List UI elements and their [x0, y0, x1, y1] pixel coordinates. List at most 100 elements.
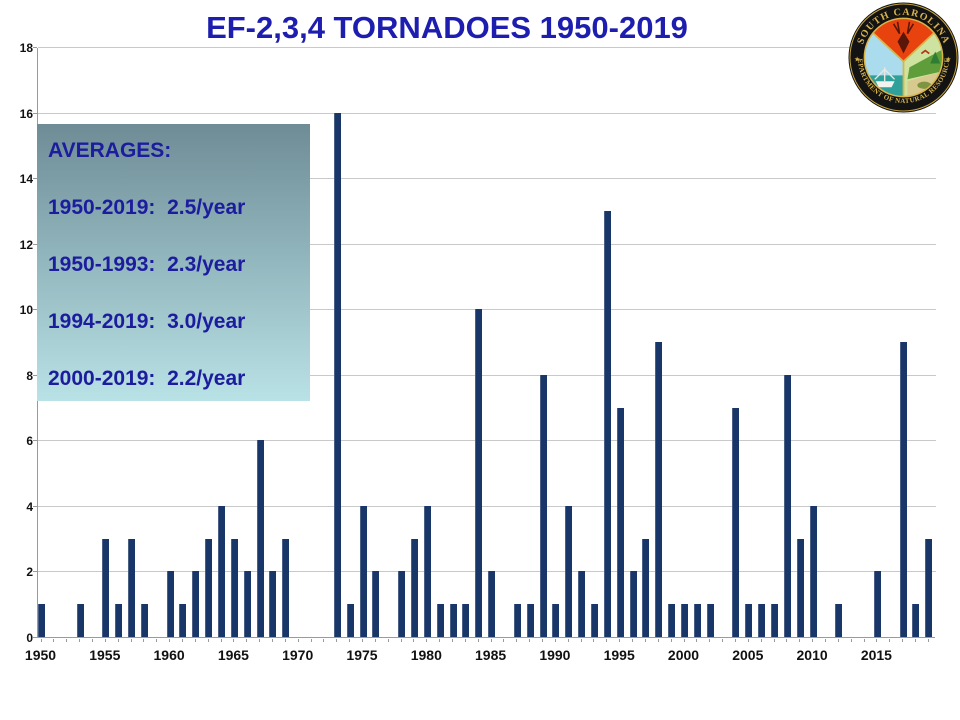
x-tick-1988	[529, 639, 531, 642]
gridline-10	[38, 309, 936, 311]
y-tick-label-2: 2	[26, 565, 33, 580]
bar-1983	[462, 604, 470, 637]
x-tick-1951	[53, 639, 55, 642]
x-tick-1982	[452, 639, 454, 642]
averages-box: AVERAGES: 1950-2019: 2.5/year 1950-1993:…	[37, 124, 310, 401]
bar-2000	[681, 604, 688, 637]
gridline-2	[38, 571, 936, 573]
x-tick-2019	[927, 639, 929, 642]
averages-heading: AVERAGES:	[48, 139, 172, 162]
bar-1965	[230, 538, 238, 637]
bar-1958	[140, 604, 148, 637]
bar-1999	[668, 604, 676, 637]
x-tick-1952	[66, 639, 68, 642]
x-tick-1970	[297, 639, 299, 642]
x-tick-1977	[387, 639, 389, 642]
x-tick-1975	[362, 639, 363, 642]
x-tick-2002	[709, 639, 711, 642]
x-tick-2012	[837, 639, 839, 642]
bar-2012	[835, 604, 843, 637]
x-tick-label-1980: 1980	[410, 647, 442, 663]
y-tick-8	[33, 374, 37, 376]
scdnr-logo-icon: SOUTH CAROLINA DEPARTMENT OF NATURAL RES…	[848, 2, 959, 113]
y-tick-label-16: 16	[19, 106, 33, 121]
bar-1953	[76, 604, 84, 637]
x-tick-label-1970: 1970	[282, 647, 314, 663]
x-tick-label-1955: 1955	[89, 647, 121, 663]
bar-2002	[706, 604, 714, 637]
bar-1982	[449, 604, 457, 637]
bar-1961	[179, 604, 187, 637]
bar-1969	[282, 538, 290, 637]
bird-icon	[920, 49, 930, 55]
bar-1966	[243, 571, 251, 637]
bar-1996	[629, 571, 637, 637]
x-tick-2015	[876, 639, 878, 642]
x-tick-1991	[567, 639, 569, 642]
x-tick-1967	[259, 639, 261, 642]
bar-1995	[616, 407, 624, 637]
bar-2005	[745, 604, 753, 637]
x-tick-2018	[914, 639, 916, 642]
x-tick-1971	[310, 639, 312, 642]
bar-2017	[899, 342, 907, 637]
x-tick-label-1990: 1990	[539, 647, 571, 663]
gridline-16	[38, 112, 936, 114]
bar-2007	[771, 604, 779, 637]
tree-icon	[930, 51, 941, 64]
x-tick-1995	[619, 639, 621, 642]
x-tick-1980	[426, 639, 428, 642]
gridline-8	[38, 374, 936, 376]
bar-1985	[488, 571, 496, 637]
bar-1978	[398, 571, 406, 637]
x-tick-1999	[670, 639, 672, 642]
x-tick-2005	[747, 639, 749, 642]
bar-2010	[809, 505, 817, 637]
x-tick-1962	[194, 639, 196, 642]
bar-1960	[166, 571, 174, 637]
y-tick-18	[33, 47, 37, 48]
x-tick-label-1950: 1950	[24, 647, 57, 663]
bar-2009	[796, 538, 804, 637]
seal-star-left: ★	[854, 55, 860, 63]
bar-1993	[590, 604, 598, 637]
bar-1992	[578, 571, 586, 637]
average-line-2000-2019: 2000-2019: 2.2/year	[48, 367, 246, 390]
y-tick-2	[33, 571, 37, 573]
y-tick-label-18: 18	[19, 41, 33, 55]
bar-1964	[218, 505, 226, 637]
bar-2019	[925, 538, 933, 637]
x-tick-2001	[696, 639, 698, 642]
bar-1967	[256, 440, 264, 637]
y-tick-0	[33, 637, 37, 638]
average-line-1994-2019: 1994-2019: 3.0/year	[48, 310, 246, 333]
x-tick-1957	[130, 639, 132, 642]
bar-2018	[912, 604, 920, 637]
x-tick-1953	[79, 639, 81, 642]
x-tick-label-1995: 1995	[603, 647, 635, 663]
shrimp-boat-icon	[875, 81, 895, 88]
x-tick-1965	[233, 639, 235, 642]
x-tick-label-1985: 1985	[475, 647, 507, 663]
gridline-6	[38, 440, 936, 442]
x-tick-1997	[644, 639, 646, 642]
bar-1988	[526, 604, 534, 637]
bar-2004	[732, 407, 740, 637]
y-tick-label-8: 8	[26, 368, 33, 383]
x-tick-2004	[734, 639, 736, 642]
x-tick-label-2015: 2015	[860, 647, 892, 663]
x-tick-2007	[773, 639, 775, 642]
bar-1981	[436, 604, 444, 637]
x-tick-1958	[143, 639, 145, 642]
y-tick-16	[33, 112, 37, 114]
y-tick-6	[33, 440, 37, 442]
bar-1990	[552, 604, 560, 637]
x-tick-label-1960: 1960	[153, 647, 185, 663]
x-tick-2017	[902, 639, 904, 642]
bar-1994	[603, 210, 611, 637]
x-tick-1960	[169, 639, 171, 642]
bar-2008	[783, 374, 791, 637]
x-tick-1981	[439, 639, 441, 642]
x-tick-1996	[632, 639, 634, 642]
